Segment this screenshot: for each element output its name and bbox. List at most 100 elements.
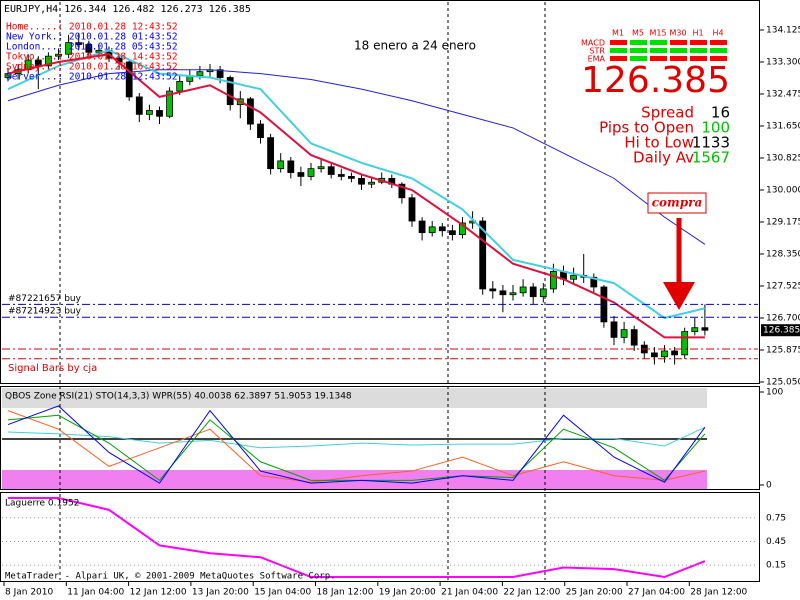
- candle-body: [610, 321, 618, 338]
- candle-body: [347, 176, 355, 179]
- clock-line: Home.....: 2010.01.28 12:43:52: [6, 22, 178, 33]
- candle-body: [257, 123, 264, 139]
- indicator-line: [7, 405, 706, 484]
- candle-body: [246, 98, 254, 125]
- signal-cell: [630, 56, 647, 61]
- y-tick-label: 125.050: [766, 378, 800, 388]
- signal-cell: [610, 40, 627, 45]
- candle-body: [327, 166, 335, 175]
- x-tick-label: 18 Jan 12:00: [317, 588, 374, 598]
- upper-zone: [2, 388, 707, 408]
- signal-cell: [710, 48, 727, 53]
- last-price-box: [761, 324, 800, 337]
- main-window-frame: [0, 0, 760, 384]
- stat-value: 100: [701, 119, 730, 137]
- x-tick-label: 8 Jan 2010: [5, 588, 53, 598]
- signal-cell: [670, 56, 687, 61]
- stat-value: 1567: [692, 149, 730, 167]
- candle-body: [651, 352, 658, 358]
- candle-body: [337, 174, 345, 177]
- candle-body: [368, 181, 376, 185]
- x-tick-label: 15 Jan 04:00: [254, 588, 311, 598]
- laguerre-line: [8, 497, 706, 579]
- candle-body: [519, 286, 527, 294]
- candle-body: [479, 220, 487, 290]
- copyright: MetaTrader - Alpari UK, © 2001-2009 Meta…: [5, 572, 336, 582]
- candle-body: [55, 53, 62, 57]
- signal-cell: [610, 56, 627, 61]
- stat-value: 16: [711, 104, 730, 122]
- symbol-line: EURJPY,H4 126.344 126.482 126.273 126.38…: [4, 4, 251, 15]
- signal-cell: [650, 40, 667, 45]
- last-price-label: 126.385: [763, 326, 800, 336]
- signal-cell: [630, 48, 647, 53]
- candle-body: [489, 288, 497, 292]
- timeframe-label: M5: [632, 29, 644, 38]
- candle-body: [661, 350, 668, 358]
- candle-body: [287, 160, 295, 173]
- candle-body: [691, 327, 699, 332]
- y-tick-label: 0: [766, 481, 772, 491]
- candle-body: [277, 160, 285, 170]
- laguerre-window-frame: [0, 492, 760, 582]
- signal-cell: [650, 56, 667, 61]
- y-tick-label: 131.650: [766, 122, 800, 132]
- stat-label: Spread: [641, 104, 694, 122]
- candle-body: [550, 271, 557, 290]
- candle-body: [509, 292, 517, 296]
- row-label: MACD: [581, 39, 605, 48]
- y-tick-label: 100: [766, 388, 783, 398]
- signal-cell: [690, 40, 707, 45]
- timeframe-label: M30: [669, 29, 686, 38]
- stat-value: 1133: [692, 134, 730, 152]
- plot-layer: [2, 32, 758, 579]
- candle-body: [630, 329, 638, 346]
- candle-body: [418, 220, 426, 234]
- candle-body: [135, 96, 143, 115]
- y-tick-label: 130.000: [766, 186, 800, 196]
- signal-cell: [650, 48, 667, 53]
- candle-body: [45, 55, 52, 67]
- y-tick-label: 128.350: [766, 250, 800, 260]
- candle-body: [156, 110, 163, 117]
- arrow-label-box: [647, 192, 707, 214]
- indicator-title: QBOS Zone RSI(21) STO(14,3,3) WPR(55) 40…: [5, 392, 352, 402]
- timeframe-label: H1: [692, 29, 703, 38]
- stat-label: Pips to Open: [599, 119, 694, 137]
- clock-line: Sydney...: 2010.01.28 16:43:52: [6, 62, 178, 73]
- candle-body: [125, 61, 133, 98]
- laguerre-title: Laguerre 0.1952: [5, 499, 79, 509]
- candle-body: [590, 276, 598, 288]
- x-tick-label: 28 Jan 12:00: [690, 588, 747, 598]
- order-label: #87214923 buy: [8, 307, 82, 317]
- candle-body: [145, 110, 153, 115]
- x-tick-label: 27 Jan 04:00: [628, 588, 685, 598]
- candle-body: [448, 230, 456, 236]
- candle-body: [176, 80, 184, 92]
- candle-body: [671, 350, 678, 356]
- x-tick-label: 12 Jan 12:00: [130, 588, 187, 598]
- y-tick-label: 0.15: [766, 561, 786, 571]
- y-tick-label: 134.125: [766, 26, 800, 36]
- candle-body: [681, 331, 689, 356]
- x-tick-label: 11 Jan 04:00: [67, 588, 124, 598]
- candle-body: [85, 44, 93, 53]
- signal-cell: [670, 48, 687, 53]
- signal-cell: [630, 40, 647, 45]
- y-tick-label: 132.475: [766, 90, 800, 100]
- indicator-line: [7, 53, 705, 339]
- big-price: 126.385: [581, 60, 730, 101]
- y-tick-label: 126.700: [766, 314, 800, 324]
- arrow-label: compra: [652, 196, 703, 210]
- indicator-line: [7, 410, 706, 483]
- timeframe-label: M15: [649, 29, 666, 38]
- x-tick-label: 21 Jan 04:00: [441, 588, 498, 598]
- candle-body: [408, 197, 416, 222]
- indicator-line: [7, 426, 706, 449]
- clock-line: Tokyo....: 2010.01.28 14:43:52: [6, 52, 178, 63]
- candle-body: [75, 42, 83, 45]
- candle-body: [529, 286, 537, 298]
